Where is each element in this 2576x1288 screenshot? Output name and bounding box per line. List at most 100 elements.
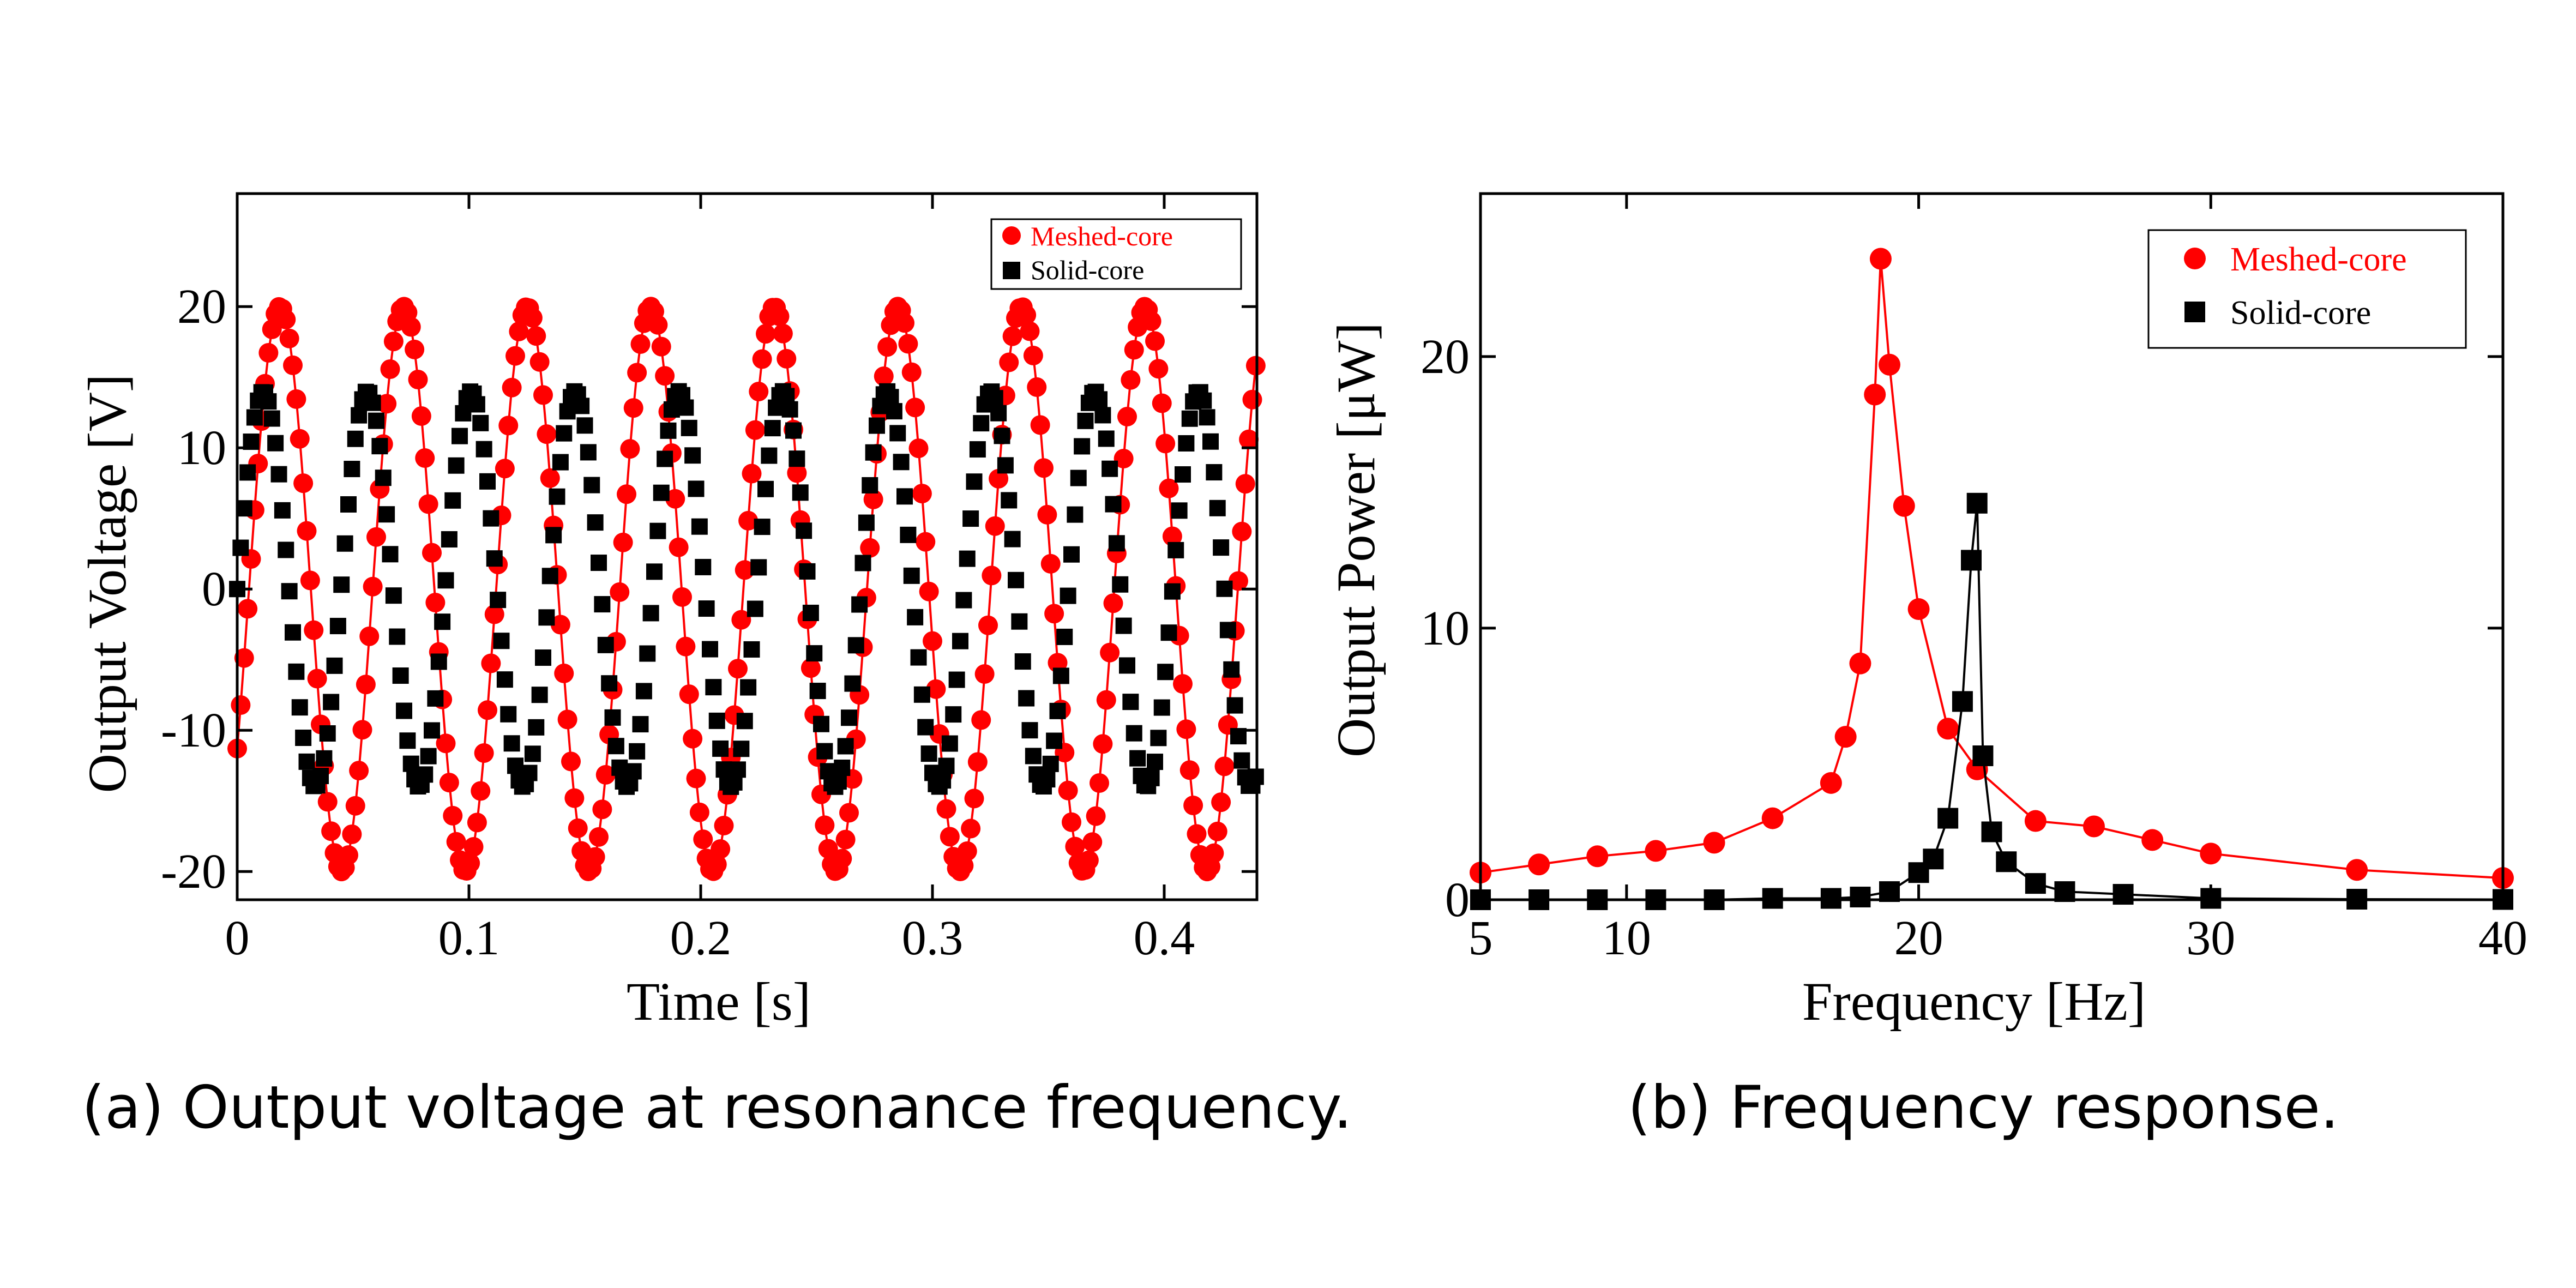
panel-a-voltage-chart: 0 0.1 0.2 0.3 0.4 -20 -10 0 10 20 Meshed-core Sol… bbox=[77, 192, 1352, 1142]
panel-b-y-axis-label: Output Power [μW] bbox=[1326, 322, 1386, 757]
data-point bbox=[1239, 429, 1259, 449]
data-point bbox=[1056, 628, 1073, 645]
data-point bbox=[1195, 392, 1212, 409]
data-point bbox=[1214, 756, 1235, 777]
data-point bbox=[886, 403, 902, 420]
data-point bbox=[1121, 370, 1141, 390]
data-point bbox=[895, 313, 914, 333]
data-point bbox=[607, 738, 624, 755]
data-point bbox=[1103, 593, 1123, 613]
data-point bbox=[809, 683, 826, 700]
data-point bbox=[802, 604, 819, 621]
data-point bbox=[877, 337, 898, 357]
y-tick-label: 20 bbox=[177, 280, 226, 334]
data-point bbox=[493, 633, 510, 649]
panel-b-legend: Meshed-core Solid-core bbox=[2147, 229, 2467, 349]
data-point bbox=[474, 743, 494, 763]
data-point bbox=[594, 596, 611, 613]
y-tick-label: 10 bbox=[1421, 601, 1470, 655]
data-point bbox=[985, 516, 1005, 536]
data-point bbox=[483, 510, 499, 527]
data-point bbox=[368, 412, 384, 429]
data-point bbox=[1216, 580, 1233, 597]
data-point bbox=[1242, 389, 1262, 410]
data-point bbox=[1229, 571, 1248, 591]
series-solid-core bbox=[229, 383, 1264, 795]
panel-a-series-layer bbox=[227, 297, 1266, 882]
data-point bbox=[860, 538, 880, 558]
data-point bbox=[796, 522, 812, 539]
data-point bbox=[1117, 406, 1137, 426]
data-point bbox=[834, 759, 851, 776]
data-point bbox=[554, 663, 574, 683]
data-point bbox=[521, 765, 538, 781]
data-point bbox=[2024, 810, 2047, 832]
data-point bbox=[279, 328, 299, 348]
data-point bbox=[681, 419, 697, 436]
data-point bbox=[629, 743, 646, 760]
data-point bbox=[380, 359, 400, 379]
series-meshed-core bbox=[227, 297, 1266, 882]
data-point bbox=[862, 477, 878, 493]
data-point bbox=[865, 444, 882, 461]
data-point bbox=[580, 444, 597, 461]
data-point bbox=[509, 321, 529, 341]
data-point bbox=[502, 377, 522, 398]
data-point bbox=[467, 812, 487, 833]
data-point bbox=[1027, 377, 1047, 397]
data-point bbox=[1058, 780, 1078, 801]
data-point bbox=[443, 805, 463, 826]
data-point bbox=[837, 738, 854, 755]
data-point bbox=[276, 309, 296, 329]
data-point bbox=[858, 514, 875, 531]
data-point bbox=[620, 439, 640, 459]
data-point bbox=[297, 521, 317, 541]
data-point bbox=[978, 615, 998, 635]
x-tick-label: 0.3 bbox=[902, 911, 964, 965]
data-point bbox=[920, 745, 937, 762]
data-point bbox=[1074, 438, 1091, 455]
data-point bbox=[604, 709, 621, 726]
data-point bbox=[1907, 598, 1930, 621]
data-point bbox=[952, 633, 968, 649]
data-point bbox=[557, 709, 577, 730]
data-point bbox=[329, 618, 346, 635]
data-point bbox=[564, 788, 585, 808]
data-point bbox=[541, 568, 558, 585]
data-point bbox=[549, 488, 565, 505]
data-point bbox=[232, 539, 249, 556]
data-point bbox=[736, 713, 753, 730]
data-point bbox=[743, 641, 760, 658]
data-point bbox=[484, 604, 504, 624]
data-point bbox=[1219, 622, 1236, 639]
data-point bbox=[1114, 449, 1134, 469]
panel-a-legend: Meshed-core Solid-core bbox=[990, 218, 1242, 290]
data-point bbox=[1171, 502, 1188, 519]
data-point bbox=[550, 615, 570, 635]
data-point bbox=[1025, 748, 1042, 765]
data-point bbox=[498, 416, 519, 436]
data-point bbox=[392, 667, 409, 684]
data-point bbox=[935, 772, 952, 789]
data-point bbox=[293, 473, 314, 493]
data-point bbox=[900, 526, 917, 543]
data-point bbox=[1226, 697, 1243, 714]
data-point bbox=[1213, 539, 1230, 556]
data-point bbox=[1030, 415, 1050, 435]
data-point bbox=[869, 417, 885, 434]
data-point bbox=[835, 829, 856, 850]
data-point bbox=[356, 675, 376, 695]
data-point bbox=[1098, 430, 1115, 447]
data-point bbox=[1126, 725, 1142, 742]
data-point bbox=[905, 398, 925, 418]
data-point bbox=[945, 706, 962, 723]
data-point bbox=[917, 719, 934, 736]
data-point bbox=[317, 792, 338, 812]
data-point bbox=[851, 596, 868, 613]
data-point bbox=[908, 438, 929, 459]
data-point bbox=[969, 441, 986, 458]
data-point bbox=[411, 406, 431, 426]
data-point bbox=[295, 730, 312, 747]
data-point bbox=[2346, 859, 2368, 881]
data-point bbox=[468, 396, 485, 413]
